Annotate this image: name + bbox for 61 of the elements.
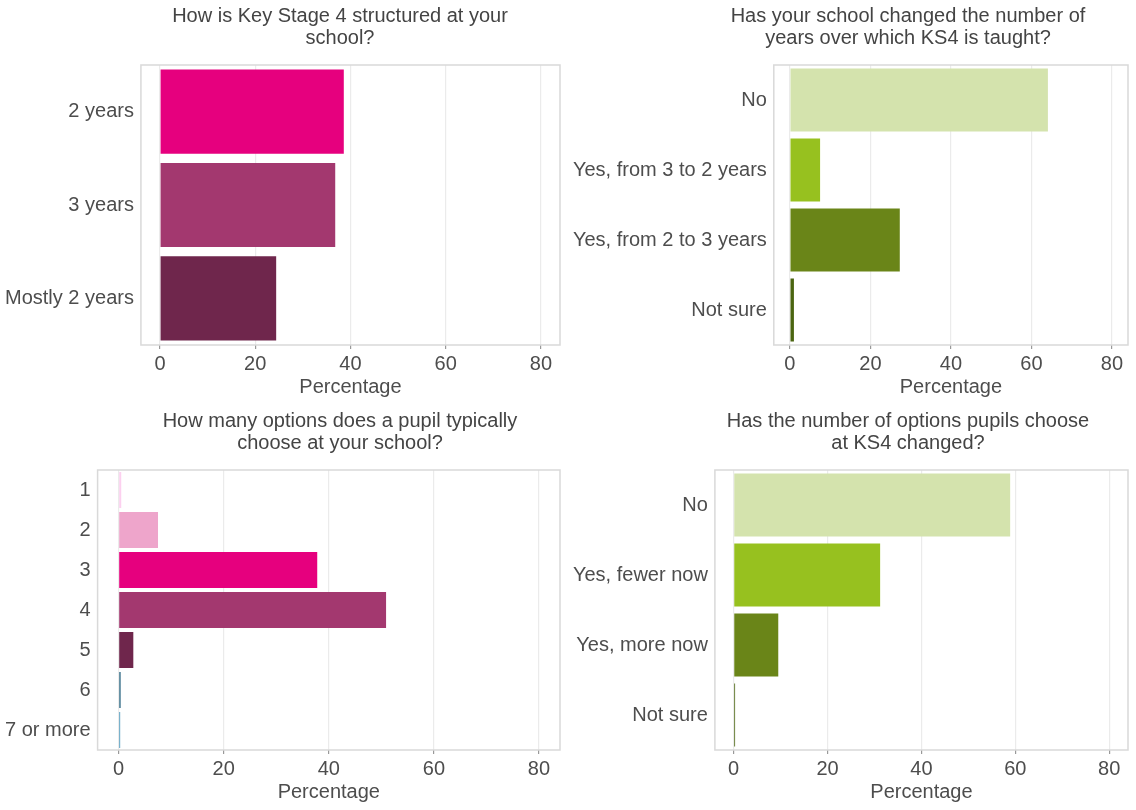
- bar: [790, 138, 821, 202]
- x-axis-title: Percentage: [277, 779, 380, 802]
- y-tick-label: 3: [79, 557, 91, 580]
- x-tick-label: 20: [859, 351, 882, 374]
- bar: [119, 471, 122, 509]
- x-tick-label: 20: [816, 756, 839, 779]
- x-tick-label: 60: [1020, 351, 1043, 374]
- y-tick-label: 1: [79, 477, 91, 500]
- x-tick-label: 60: [434, 351, 457, 374]
- bar: [160, 256, 277, 341]
- y-tick-label: Yes, from 3 to 2 years: [572, 157, 767, 180]
- y-tick-label: 2: [79, 517, 91, 540]
- y-tick-label: Not sure: [632, 702, 708, 725]
- y-tick-label: Not sure: [691, 297, 767, 320]
- x-tick-label: 0: [113, 756, 125, 779]
- y-tick-label: 7 or more: [4, 717, 91, 740]
- bar: [119, 511, 159, 549]
- bar: [734, 613, 779, 677]
- chart-title: How is Key Stage 4 structured at your school?: [171, 4, 509, 48]
- x-axis-title: Percentage: [299, 374, 402, 397]
- x-axis-title: Percentage: [870, 779, 973, 802]
- x-tick-label: 80: [529, 351, 553, 374]
- x-tick-label: 40: [339, 351, 362, 374]
- y-tick-label: 5: [79, 637, 91, 660]
- bar: [160, 69, 344, 154]
- bar: [734, 543, 881, 607]
- bar: [119, 551, 318, 589]
- x-axis-title: Percentage: [899, 374, 1003, 397]
- x-tick-label: 20: [244, 351, 267, 374]
- y-tick-label: 6: [79, 677, 91, 700]
- y-tick-label: 2 years: [68, 99, 134, 122]
- chart-title: How many options does a pupil typically choose at your school?: [161, 409, 519, 453]
- y-tick-label: No: [682, 492, 708, 515]
- bar: [790, 208, 900, 272]
- y-tick-label: Yes, from 2 to 3 years: [572, 227, 767, 250]
- y-tick-label: 3 years: [68, 192, 134, 215]
- bar: [734, 473, 1011, 537]
- x-tick-label: 0: [154, 351, 166, 374]
- x-tick-label: 0: [728, 756, 740, 779]
- y-tick-label: 4: [79, 597, 91, 620]
- bar: [790, 278, 794, 342]
- y-tick-label: Yes, more now: [576, 632, 709, 655]
- x-tick-label: 80: [1098, 756, 1121, 779]
- x-tick-label: 80: [1100, 351, 1124, 374]
- chart-title: Has the number of options pupils choose at KS4 changed?: [725, 409, 1091, 453]
- x-tick-label: 0: [784, 351, 796, 374]
- y-tick-label: No: [741, 87, 767, 110]
- x-tick-label: 60: [1004, 756, 1027, 779]
- bar: [160, 162, 336, 248]
- x-tick-label: 40: [317, 756, 340, 779]
- bar: [119, 591, 387, 629]
- bar: [119, 631, 134, 669]
- chart-title: Has your school changed the number of years over which KS4 is taught?: [729, 4, 1087, 48]
- x-tick-label: 20: [212, 756, 235, 779]
- x-tick-label: 80: [527, 756, 551, 779]
- bar: [790, 68, 1048, 132]
- y-tick-label: Yes, fewer now: [572, 562, 709, 585]
- x-tick-label: 40: [910, 756, 933, 779]
- y-tick-label: Mostly 2 years: [4, 285, 134, 308]
- x-tick-label: 40: [939, 351, 963, 374]
- x-tick-label: 60: [422, 756, 446, 779]
